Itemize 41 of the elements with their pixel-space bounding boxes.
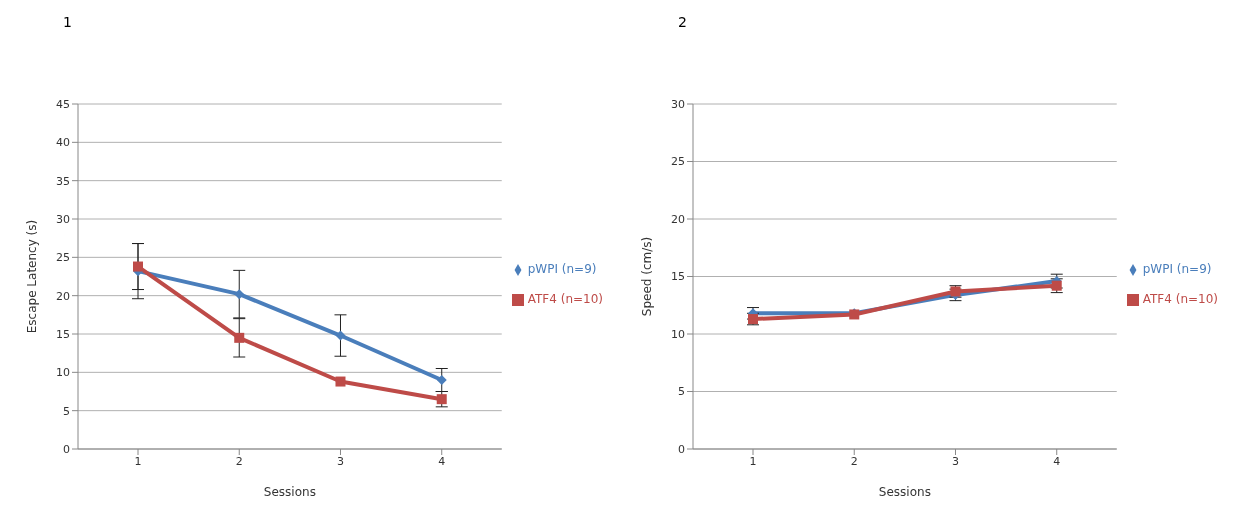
y-tick-label: 15 [56, 327, 70, 341]
x-tick-label: 2 [850, 454, 858, 468]
x-axis-title: Sessions [263, 485, 316, 499]
x-tick-label: 4 [1053, 454, 1061, 468]
legend-label: pWPI (n=9) [527, 262, 597, 276]
y-tick-label: 15 [671, 270, 685, 284]
y-tick-label: 5 [678, 385, 685, 399]
x-tick-label: 2 [235, 454, 243, 468]
point [335, 376, 346, 387]
x-tick-label: 3 [951, 454, 959, 468]
x-tick-label: 1 [749, 454, 757, 468]
y-tick-label: 40 [56, 136, 70, 150]
y-tick-label: 35 [56, 174, 70, 188]
point [234, 289, 245, 300]
y-tick-label: 20 [671, 212, 685, 226]
y-tick-label: 30 [671, 97, 685, 111]
legend-label: ATF4 (n=10) [527, 292, 603, 306]
y-tick-label: 0 [678, 442, 685, 456]
legend-label: ATF4 (n=10) [1142, 292, 1218, 306]
y-tick-label: 20 [56, 289, 70, 303]
point [335, 330, 346, 341]
y-tick-label: 30 [56, 212, 70, 226]
x-tick-label: 4 [438, 454, 446, 468]
y-axis-title: Escape Latency (s) [25, 219, 40, 334]
x-tick-label: 3 [336, 454, 344, 468]
y-tick-label: 25 [56, 251, 70, 265]
y-tick-label: 10 [56, 366, 70, 380]
legend-label: pWPI (n=9) [1142, 262, 1212, 276]
y-axis-title: Speed (cm/s) [640, 236, 655, 317]
y-tick-label: 0 [63, 442, 70, 456]
y-tick-label: 45 [56, 97, 70, 111]
y-tick-label: 25 [671, 155, 685, 169]
chart-title: 2 [677, 13, 688, 32]
point [133, 261, 143, 272]
y-tick-label: 5 [63, 404, 70, 418]
x-tick-label: 1 [134, 454, 142, 468]
x-axis-title: Sessions [878, 485, 931, 499]
point [234, 332, 245, 343]
chart-title: 1 [62, 13, 73, 32]
y-tick-label: 10 [671, 327, 685, 341]
point [436, 375, 447, 385]
